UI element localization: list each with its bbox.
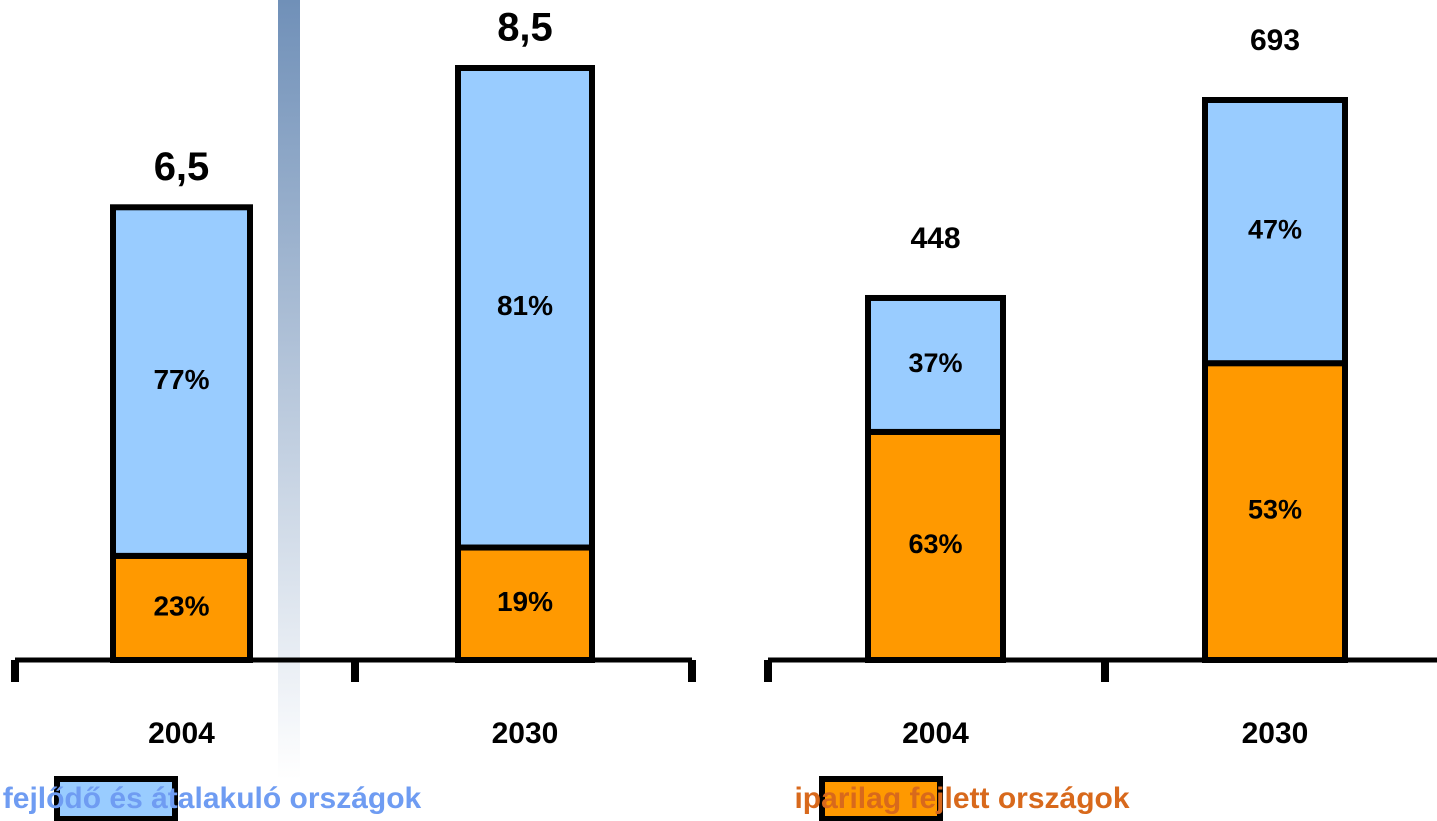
segment-label: 81% bbox=[497, 290, 553, 321]
x-tick-label: 2030 bbox=[492, 717, 559, 750]
bar-segment bbox=[865, 294, 1006, 435]
segment-label: 47% bbox=[1248, 215, 1302, 245]
bar-segment bbox=[110, 204, 253, 559]
segment-label: 37% bbox=[908, 348, 962, 378]
total-label: 693 bbox=[1250, 24, 1300, 57]
total-label: 448 bbox=[910, 222, 960, 255]
x-tick-label: 2004 bbox=[148, 717, 215, 750]
segment-label: 63% bbox=[908, 529, 962, 559]
total-label: 8,5 bbox=[497, 6, 553, 50]
total-label: 6,5 bbox=[154, 145, 210, 189]
bar-segment bbox=[1202, 97, 1348, 367]
legend-label: fejlődő és átalakuló országok bbox=[3, 782, 422, 815]
legend-swatch bbox=[819, 776, 943, 821]
bar-segment bbox=[865, 428, 1006, 663]
divider bbox=[278, 0, 300, 780]
segment-label: 53% bbox=[1248, 495, 1302, 525]
bar-segment bbox=[1202, 360, 1348, 663]
segment-label: 23% bbox=[153, 590, 209, 621]
segment-label: 77% bbox=[153, 364, 209, 395]
segment-label: 19% bbox=[497, 586, 553, 617]
legend-swatch bbox=[54, 776, 178, 821]
x-tick-label: 2030 bbox=[1242, 717, 1309, 750]
bar-segment bbox=[455, 65, 595, 551]
x-tick-label: 2004 bbox=[902, 717, 969, 750]
legend-label: iparilag fejlett országok bbox=[794, 782, 1129, 815]
